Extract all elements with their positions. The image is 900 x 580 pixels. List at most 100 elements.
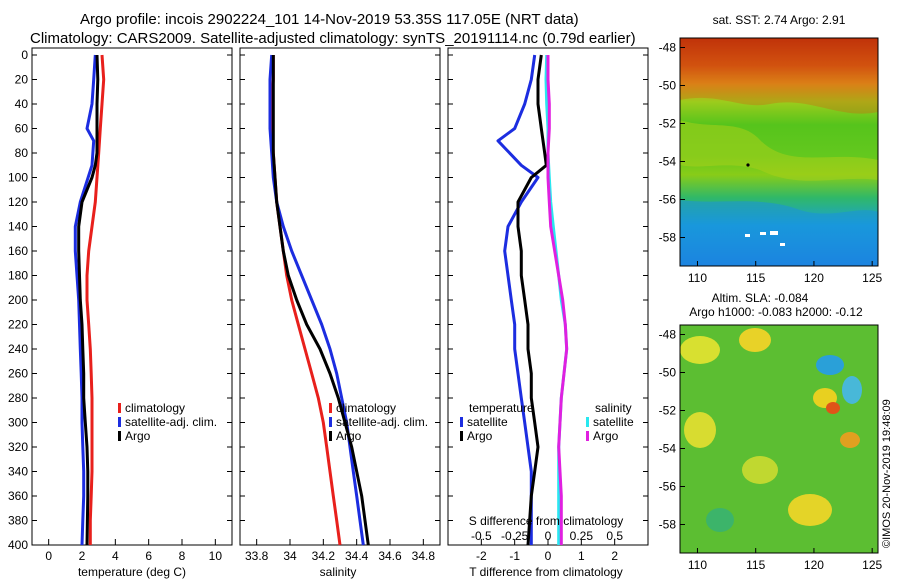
y-tick-label: 40: [15, 97, 29, 111]
map-y-tick-label: -50: [659, 366, 677, 380]
series-line-satellite-adj-clim-: [73, 54, 97, 546]
difference-legend: temperature satellite Argo salinity sate…: [460, 401, 634, 443]
x-tick-label: 0: [545, 549, 552, 563]
map-x-tick-label: 115: [746, 271, 765, 285]
sla-blob: [742, 456, 778, 484]
y-tick-label: 380: [8, 514, 28, 528]
sla-blob: [816, 355, 844, 375]
x-tick-label: 34.6: [378, 549, 402, 563]
y-tick-label: 120: [8, 195, 28, 209]
y-tick-label: 220: [8, 318, 28, 332]
sla-blob: [788, 494, 832, 526]
map-x-tick-label: 120: [804, 558, 824, 572]
difference-panel: -2 -1 0 1 2 -0.5 -0.25 0 0.25 0.5 T difference fr…: [447, 47, 649, 579]
x-tick-label: 34.8: [412, 549, 436, 563]
top-x-tick-label: -0.5: [471, 529, 492, 543]
x-tick-label: 2: [611, 549, 618, 563]
map-y-tick-label: -58: [659, 231, 677, 245]
legend-climatology-swatch: [329, 403, 332, 413]
legend-climatology-swatch: [118, 403, 121, 413]
x-tick-label: 34.4: [345, 549, 369, 563]
map-x-tick-label: 110: [688, 271, 707, 285]
series-line-temperature-argo: [516, 54, 548, 546]
series-line-temperature-satellite: [496, 54, 540, 545]
header-line2: Climatology: CARS2009. Satellite-adjuste…: [30, 30, 636, 47]
salinity-xlabel: salinity: [320, 565, 357, 579]
salinity-panel: 33.8 34 34.2 34.4 34.6 34.8 salinity climatol…: [239, 47, 441, 579]
legend-climatology-label: climatology: [125, 401, 185, 415]
sla-blob: [739, 328, 771, 352]
difference-top-xlabel: S difference from climatology: [469, 514, 624, 528]
cloud-mask: [780, 243, 785, 246]
legend-argo-swatch: [118, 431, 121, 441]
legend-sal-argo-swatch: [586, 431, 589, 441]
legend-temp-argo-label: Argo: [467, 429, 493, 443]
legend-argo-label: Argo: [125, 429, 151, 443]
difference-xlabel: T difference from climatology: [469, 565, 623, 579]
legend-argo-label: Argo: [336, 429, 362, 443]
map-y-tick-label: -52: [659, 404, 677, 418]
legend-sal-argo-label: Argo: [593, 429, 619, 443]
header-line1: Argo profile: incois 2902224_101 14-Nov-…: [80, 11, 579, 28]
legend-temp-argo-swatch: [460, 431, 463, 441]
sst-warm-patch: [680, 38, 878, 114]
sla-map-subtitle: Argo h1000: -0.083 h2000: -0.12: [689, 305, 863, 319]
legend-temperature-title: temperature: [469, 401, 534, 415]
argo-position-marker: [746, 163, 750, 167]
map-y-tick-label: -54: [659, 155, 677, 169]
sla-blob: [680, 336, 720, 364]
x-tick-label: 33.8: [245, 549, 269, 563]
y-tick-label: 320: [8, 440, 28, 454]
legend-temp-satellite-label: satellite: [467, 415, 508, 429]
y-tick-label: 300: [8, 416, 28, 430]
legend-climatology-label: climatology: [336, 401, 396, 415]
x-tick-label: 1: [578, 549, 585, 563]
series-line-climatology: [85, 54, 106, 545]
map-y-tick-label: -50: [659, 79, 677, 93]
x-tick-label: 34.2: [312, 549, 336, 563]
legend-sal-satellite-swatch: [586, 417, 589, 427]
y-tick-label: 240: [8, 342, 28, 356]
sla-blob: [842, 376, 862, 404]
x-tick-label: 10: [209, 549, 223, 563]
top-x-tick-label: -0.25: [501, 529, 529, 543]
sst-front-patch: [680, 120, 878, 181]
x-tick-label: 34: [283, 549, 297, 563]
legend-satellite-label: satellite-adj. clim.: [336, 415, 428, 429]
sst-cold-patch: [680, 200, 878, 266]
cloud-mask: [770, 231, 778, 235]
y-tick-label: 280: [8, 391, 28, 405]
map-x-tick-label: 125: [862, 558, 882, 572]
x-tick-label: 0: [45, 549, 52, 563]
series-line-satellite-adj-clim-: [268, 54, 365, 546]
sla-blob: [706, 508, 734, 532]
legend-sal-satellite-label: satellite: [593, 415, 634, 429]
map-y-tick-label: -56: [659, 193, 677, 207]
series-line-salinity-argo: [546, 55, 569, 545]
legend-satellite-label: satellite-adj. clim.: [125, 415, 217, 429]
top-x-tick-label: 0: [545, 529, 552, 543]
legend-argo-swatch: [329, 431, 332, 441]
temperature-xlabel: temperature (deg C): [78, 565, 186, 579]
x-tick-label: -1: [509, 549, 520, 563]
y-tick-label: 400: [8, 538, 28, 552]
x-tick-label: 4: [112, 549, 119, 563]
x-tick-label: 6: [145, 549, 152, 563]
map-x-tick-label: 115: [746, 558, 765, 572]
sla-blob: [840, 432, 860, 448]
x-tick-label: -2: [476, 549, 487, 563]
cloud-mask: [745, 234, 750, 237]
sst-map-frame: [679, 37, 879, 267]
temperature-axes: [31, 47, 233, 546]
sla-map-frame: [679, 324, 879, 554]
sla-blob: [826, 402, 840, 414]
y-tick-label: 160: [8, 244, 28, 258]
legend-satellite-swatch: [118, 417, 121, 427]
map-y-tick-label: -48: [659, 328, 677, 342]
sla-map-title: Altim. SLA: -0.084: [712, 291, 809, 305]
copyright-stamp: ©IMOS 20-Nov-2019 19:48:09: [881, 399, 893, 548]
series-line-argo: [271, 55, 370, 546]
map-y-tick-label: -52: [659, 117, 677, 131]
map-y-tick-label: -48: [659, 41, 677, 55]
